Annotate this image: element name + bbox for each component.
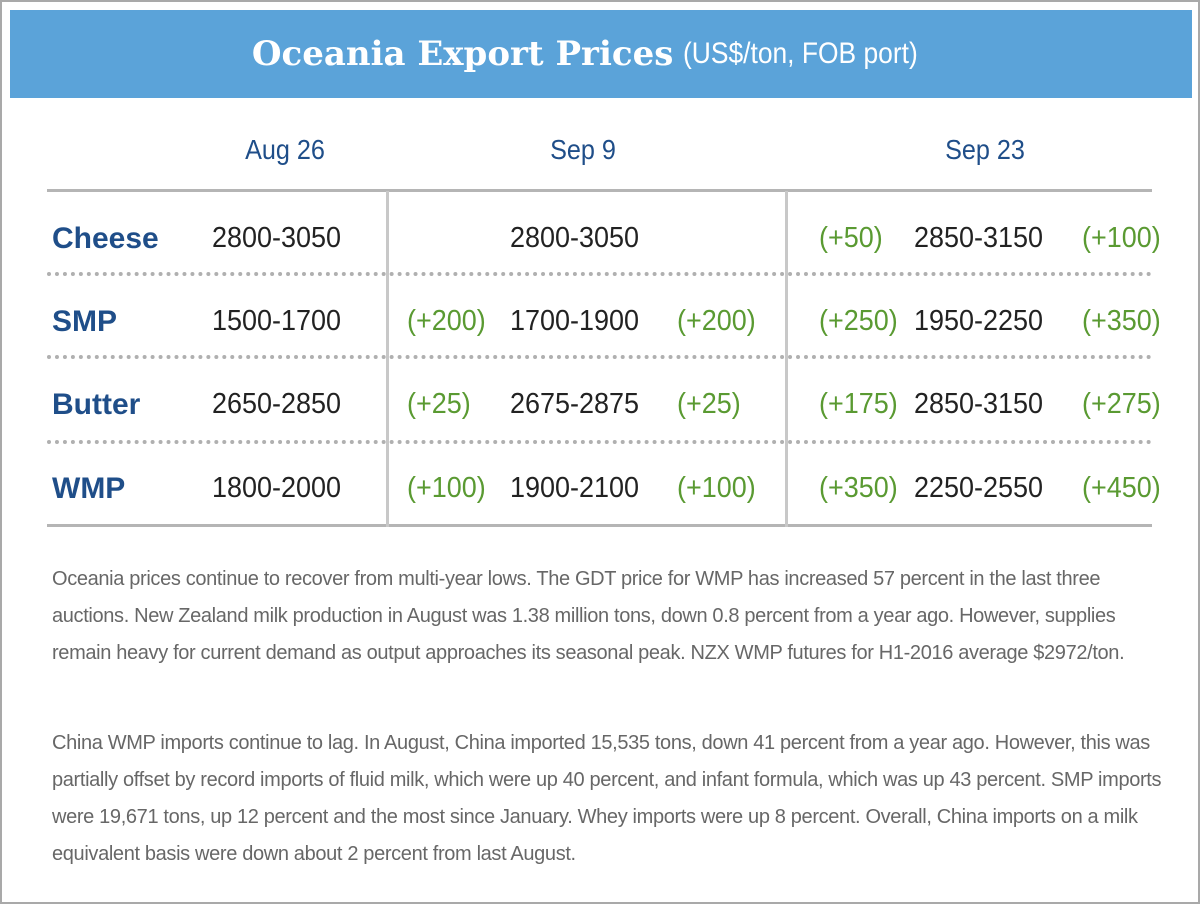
price-range: 2250-2550 — [914, 472, 1043, 504]
paragraph: Oceania prices continue to recover from … — [52, 568, 1125, 664]
price-range: 2850-3150 — [914, 222, 1043, 254]
price-range: 1900-2100 — [510, 472, 639, 504]
price-change: (+50) — [819, 222, 883, 254]
row-label: Butter — [52, 388, 141, 421]
price-change: (+200) — [677, 305, 756, 337]
row-label: SMP — [52, 305, 118, 338]
price-range: 2850-3150 — [914, 388, 1043, 420]
price-change: (+275) — [1082, 388, 1161, 420]
price-change: (+100) — [407, 472, 486, 504]
row-divider — [47, 272, 1152, 276]
column-header: Sep 9 — [550, 134, 616, 165]
paragraph: China WMP imports continue to lag. In Au… — [52, 732, 1162, 865]
price-range: 2650-2850 — [212, 388, 341, 420]
price-change: (+25) — [407, 388, 471, 420]
column-header: Aug 26 — [245, 134, 325, 165]
price-change: (+350) — [819, 472, 898, 504]
price-range: 1800-2000 — [212, 472, 341, 504]
row-label: WMP — [52, 472, 126, 505]
column-header: Sep 23 — [945, 134, 1025, 165]
row-divider — [47, 440, 1152, 444]
table-top-rule — [47, 189, 1152, 192]
table-bottom-rule — [47, 524, 1152, 527]
price-change: (+450) — [1082, 472, 1161, 504]
price-change: (+25) — [677, 388, 741, 420]
price-range: 1950-2250 — [914, 305, 1043, 337]
price-change: (+100) — [677, 472, 756, 504]
title: Oceania Export Prices — [251, 34, 674, 74]
price-change: (+350) — [1082, 305, 1161, 337]
price-change: (+200) — [407, 305, 486, 337]
header-banner: Oceania Export Prices (US$/ton, FOB port… — [10, 10, 1192, 98]
price-range: 2800-3050 — [212, 222, 341, 254]
price-range: 1500-1700 — [212, 305, 341, 337]
price-change: (+250) — [819, 305, 898, 337]
price-range: 2675-2875 — [510, 388, 639, 420]
row-label: Cheese — [52, 222, 159, 255]
row-divider — [47, 355, 1152, 359]
price-range: 1700-1900 — [510, 305, 639, 337]
price-range: 2800-3050 — [510, 222, 639, 254]
subtitle: (US$/ton, FOB port) — [683, 37, 919, 70]
column-divider — [386, 191, 389, 527]
price-change: (+175) — [819, 388, 898, 420]
price-change: (+100) — [1082, 222, 1161, 254]
column-divider — [785, 191, 788, 527]
